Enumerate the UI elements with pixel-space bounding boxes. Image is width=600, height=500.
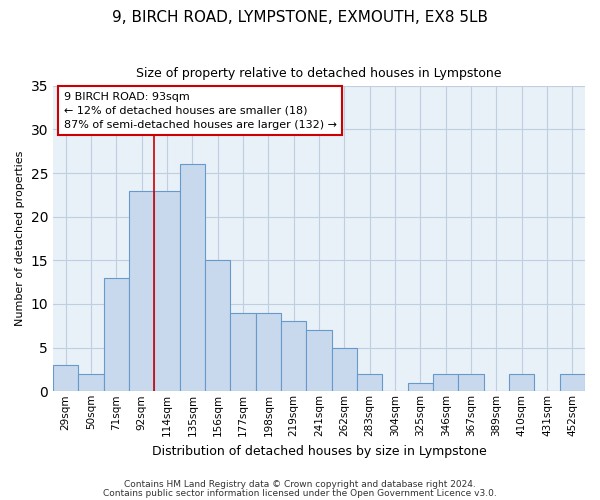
Y-axis label: Number of detached properties: Number of detached properties [15,151,25,326]
Text: 9 BIRCH ROAD: 93sqm
← 12% of detached houses are smaller (18)
87% of semi-detach: 9 BIRCH ROAD: 93sqm ← 12% of detached ho… [64,92,337,130]
Title: Size of property relative to detached houses in Lympstone: Size of property relative to detached ho… [136,68,502,80]
Bar [357,374,382,392]
Bar [458,374,484,392]
Bar [129,190,154,392]
Bar [509,374,535,392]
Bar [179,164,205,392]
Bar [230,312,256,392]
Text: Contains public sector information licensed under the Open Government Licence v3: Contains public sector information licen… [103,488,497,498]
Text: 9, BIRCH ROAD, LYMPSTONE, EXMOUTH, EX8 5LB: 9, BIRCH ROAD, LYMPSTONE, EXMOUTH, EX8 5… [112,10,488,25]
Bar [433,374,458,392]
Bar [79,374,104,392]
Bar [332,348,357,392]
Bar [53,365,79,392]
Bar [104,278,129,392]
X-axis label: Distribution of detached houses by size in Lympstone: Distribution of detached houses by size … [152,444,487,458]
Bar [256,312,281,392]
Bar [307,330,332,392]
Bar [407,382,433,392]
Bar [205,260,230,392]
Text: Contains HM Land Registry data © Crown copyright and database right 2024.: Contains HM Land Registry data © Crown c… [124,480,476,489]
Bar [281,322,307,392]
Bar [560,374,585,392]
Bar [154,190,179,392]
